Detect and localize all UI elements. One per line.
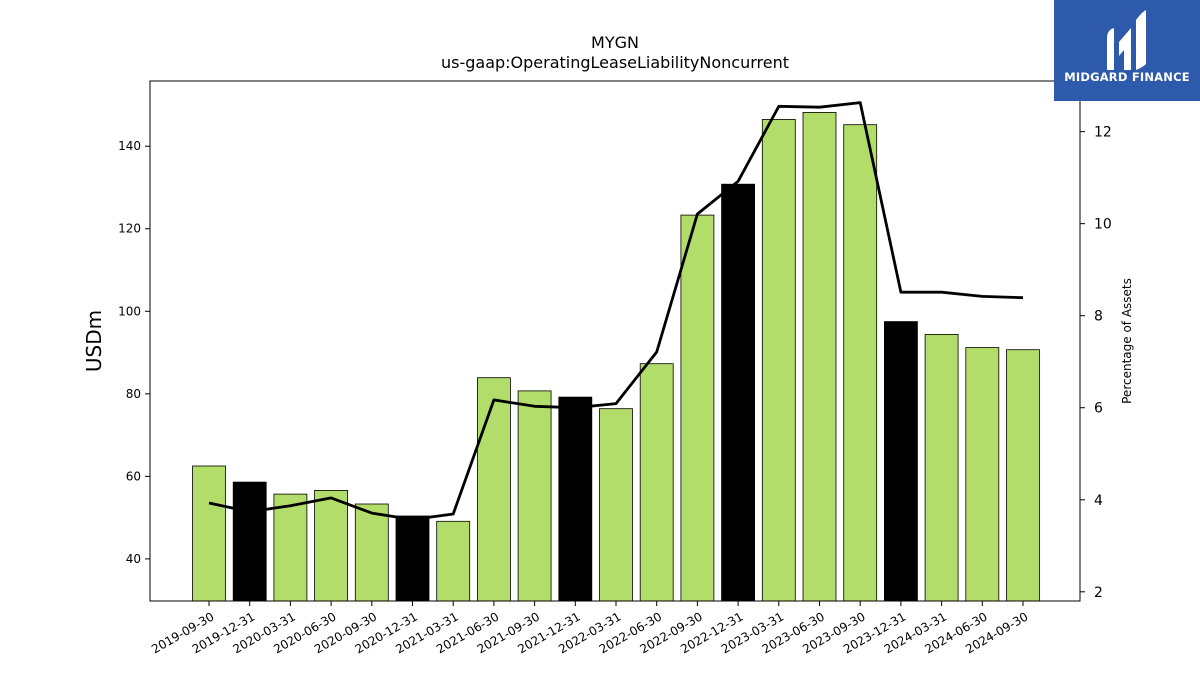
bar-2023-09-30 [843,124,878,602]
y-tick-label: 120 [118,222,141,236]
bar-2023-03-31 [761,119,796,602]
bar-2022-03-31 [599,408,633,602]
y-axis-label: USDm [82,310,106,372]
y-axis: 40 60 80 100 120 140 [118,139,150,566]
bar-2022-06-30 [639,363,674,602]
y2-tick-label: 4 [1094,493,1103,509]
line-group [208,101,1024,521]
x-axis: 2019-09-302019-12-312020-03-312020-06-30… [149,601,1031,656]
bar-2021-09-30 [517,390,552,602]
y-tick-label: 60 [126,469,141,483]
y2-tick-label: 12 [1094,125,1112,141]
logo-mark-icon [1107,10,1146,70]
y2-axis: 2 4 6 8 10 12 [1080,125,1112,601]
bar-2022-12-31 [721,183,755,602]
bar-2021-06-30 [476,377,511,602]
y2-axis-label: Percentage of Assets [1120,278,1134,404]
y2-tick-label: 8 [1094,309,1103,325]
chart-subtitle: us-gaap:OperatingLeaseLiabilityNoncurren… [441,53,789,72]
logo-text: MIDGARD FINANCE [1064,70,1190,84]
midgard-finance-logo: MIDGARD FINANCE [1054,0,1200,101]
bar-2024-09-30 [1006,349,1040,602]
bar-2022-09-30 [680,214,715,602]
y-tick-label: 100 [118,304,141,318]
y-tick-label: 40 [126,552,141,566]
bar-2023-06-30 [802,112,837,602]
bar-2020-06-30 [314,489,349,602]
bar-2020-09-30 [354,503,389,602]
y-tick-label: 80 [126,387,141,401]
bar-2019-09-30 [192,465,226,602]
chart-title: MYGN [591,33,639,52]
plot-frame [149,80,1081,602]
y-tick-label: 140 [118,139,141,153]
bar-2020-03-31 [273,493,308,602]
bar-2021-03-31 [436,520,471,602]
y2-tick-label: 6 [1094,401,1103,417]
y2-tick-label: 10 [1094,217,1112,233]
bar-2020-12-31 [395,515,430,602]
bar-2023-12-31 [884,321,918,602]
bar-2024-03-31 [924,333,959,602]
bar-2024-06-30 [965,347,1000,602]
bar-2019-12-31 [232,481,267,602]
bars-group [192,112,1040,602]
percentage-line [208,101,1024,521]
bar-2021-12-31 [558,396,593,602]
y2-tick-label: 2 [1094,585,1103,601]
